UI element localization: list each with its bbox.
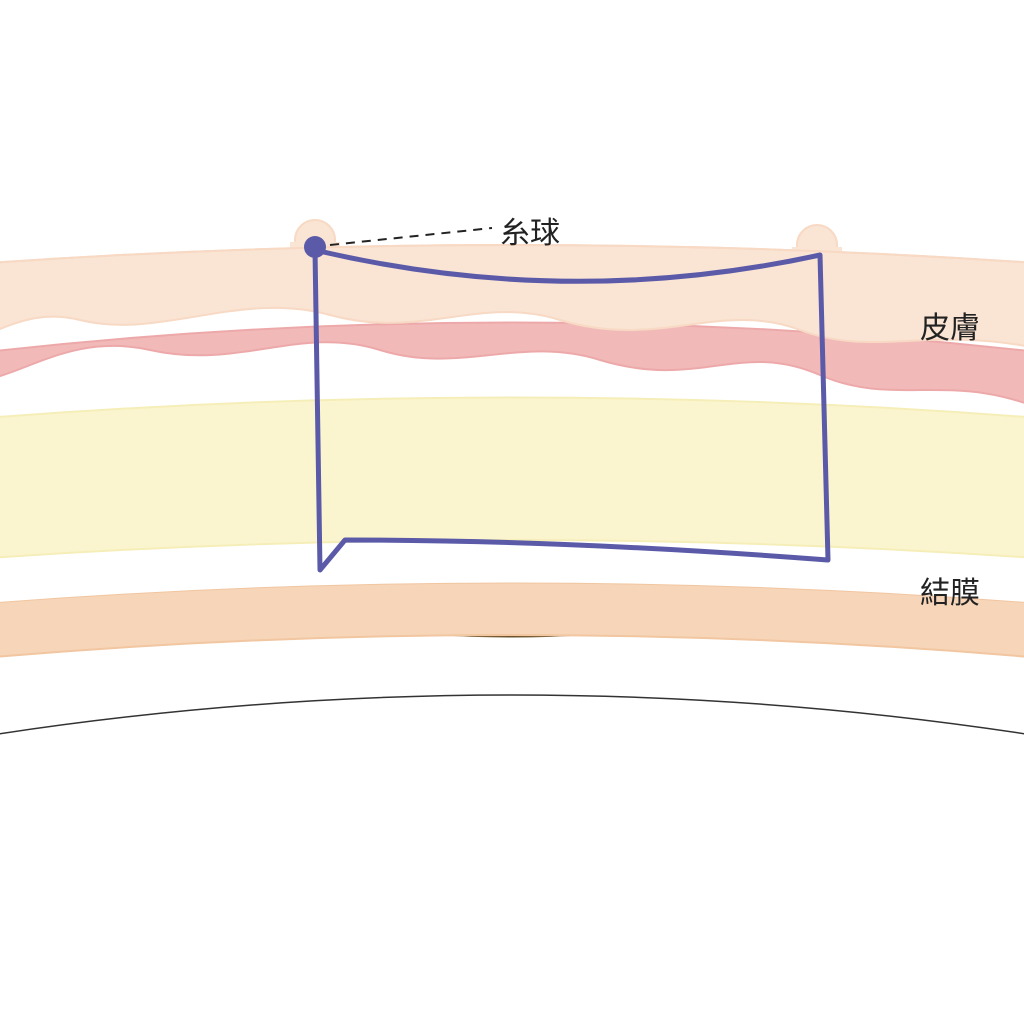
- conjunctiva-label: 結膜: [920, 568, 980, 612]
- skin-label: 皮膚: [920, 303, 980, 347]
- knot-label: 糸球: [500, 208, 560, 252]
